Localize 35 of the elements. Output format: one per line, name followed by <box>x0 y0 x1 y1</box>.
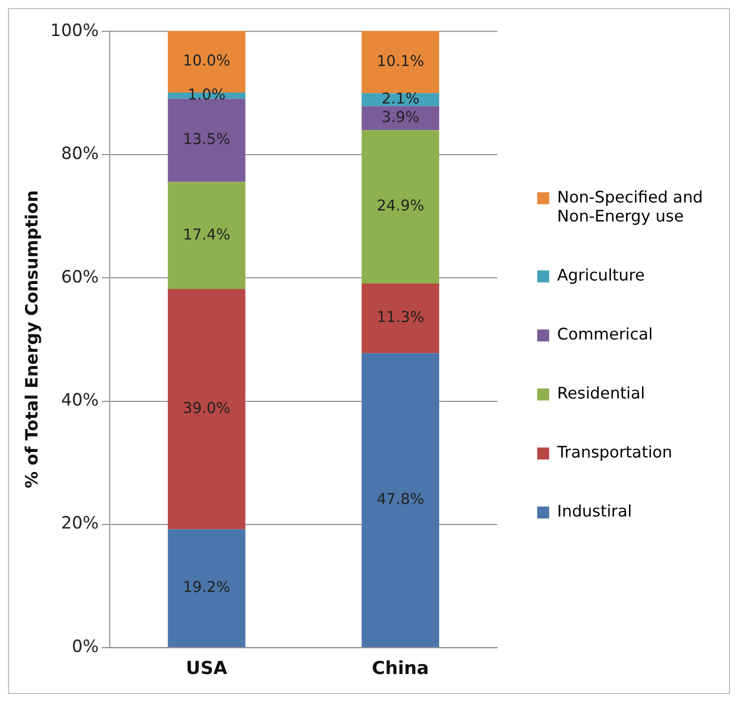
data-label: 2.1% <box>381 90 420 108</box>
legend-label: Agriculture <box>557 266 645 285</box>
data-label: 10.0% <box>182 52 230 70</box>
data-label: 47.8% <box>376 490 424 508</box>
data-label: 39.0% <box>182 399 230 418</box>
data-label: 17.4% <box>182 225 230 244</box>
x-tick-label: USA <box>186 658 228 679</box>
legend-label: Residential <box>557 384 645 403</box>
bar <box>362 353 440 648</box>
legend-label: Industiral <box>557 502 632 521</box>
bar <box>362 106 440 130</box>
legend-label: Commerical <box>557 324 653 344</box>
legend-label: Transportation <box>556 442 672 462</box>
data-label: 13.5% <box>182 130 230 148</box>
x-tick-label: China <box>372 658 429 679</box>
y-tick-label: 40% <box>61 390 99 410</box>
bar <box>168 529 246 648</box>
y-tick-label: 80% <box>61 143 99 164</box>
y-tick-label: 20% <box>61 512 99 533</box>
y-tick-label: 100% <box>50 20 99 40</box>
bar <box>168 289 246 530</box>
data-label: 3.9% <box>381 108 420 126</box>
bar <box>362 30 440 94</box>
data-label: 10.1% <box>376 52 424 70</box>
data-label: 11.3% <box>376 308 424 326</box>
bar <box>362 130 440 284</box>
bar <box>168 98 246 182</box>
data-label: 24.9% <box>376 196 424 215</box>
y-axis-title: % of Total Energy Consumption <box>22 190 42 488</box>
data-label: 19.2% <box>182 578 230 596</box>
legend-label: Non-Specified and Non-Energy use <box>557 187 703 226</box>
bar <box>362 283 440 354</box>
y-tick-label: 60% <box>61 266 99 286</box>
y-tick-label: 0% <box>72 636 99 656</box>
bar <box>168 182 246 290</box>
